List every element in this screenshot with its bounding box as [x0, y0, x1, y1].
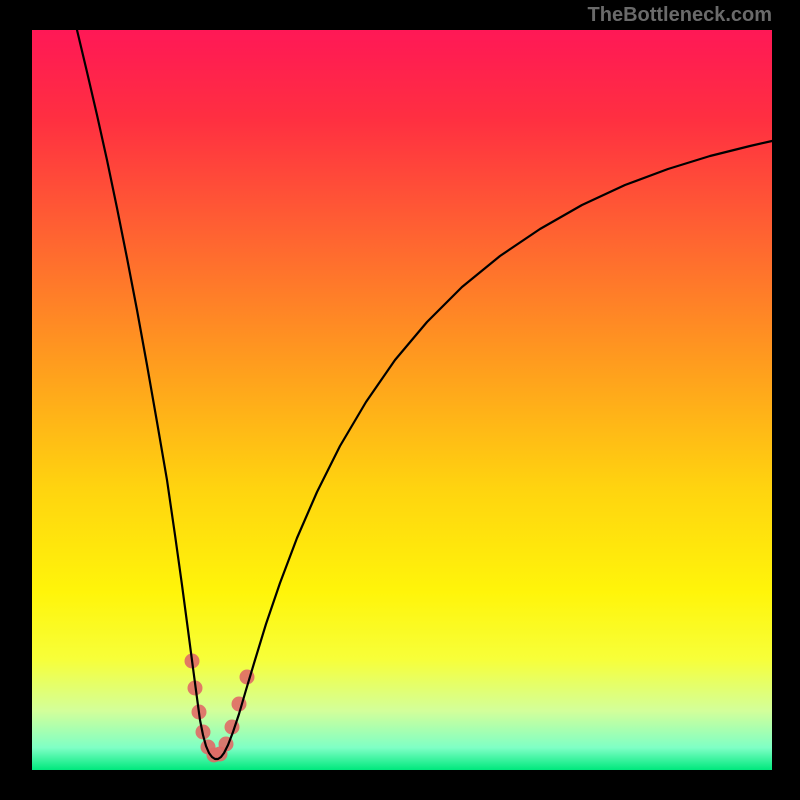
datapoints-group [185, 654, 255, 763]
plot-area [32, 30, 772, 770]
watermark-text: TheBottleneck.com [588, 4, 772, 27]
chart-container: TheBottleneck.com [0, 0, 800, 800]
bottleneck-curve [77, 30, 772, 759]
curve-layer [32, 30, 772, 770]
